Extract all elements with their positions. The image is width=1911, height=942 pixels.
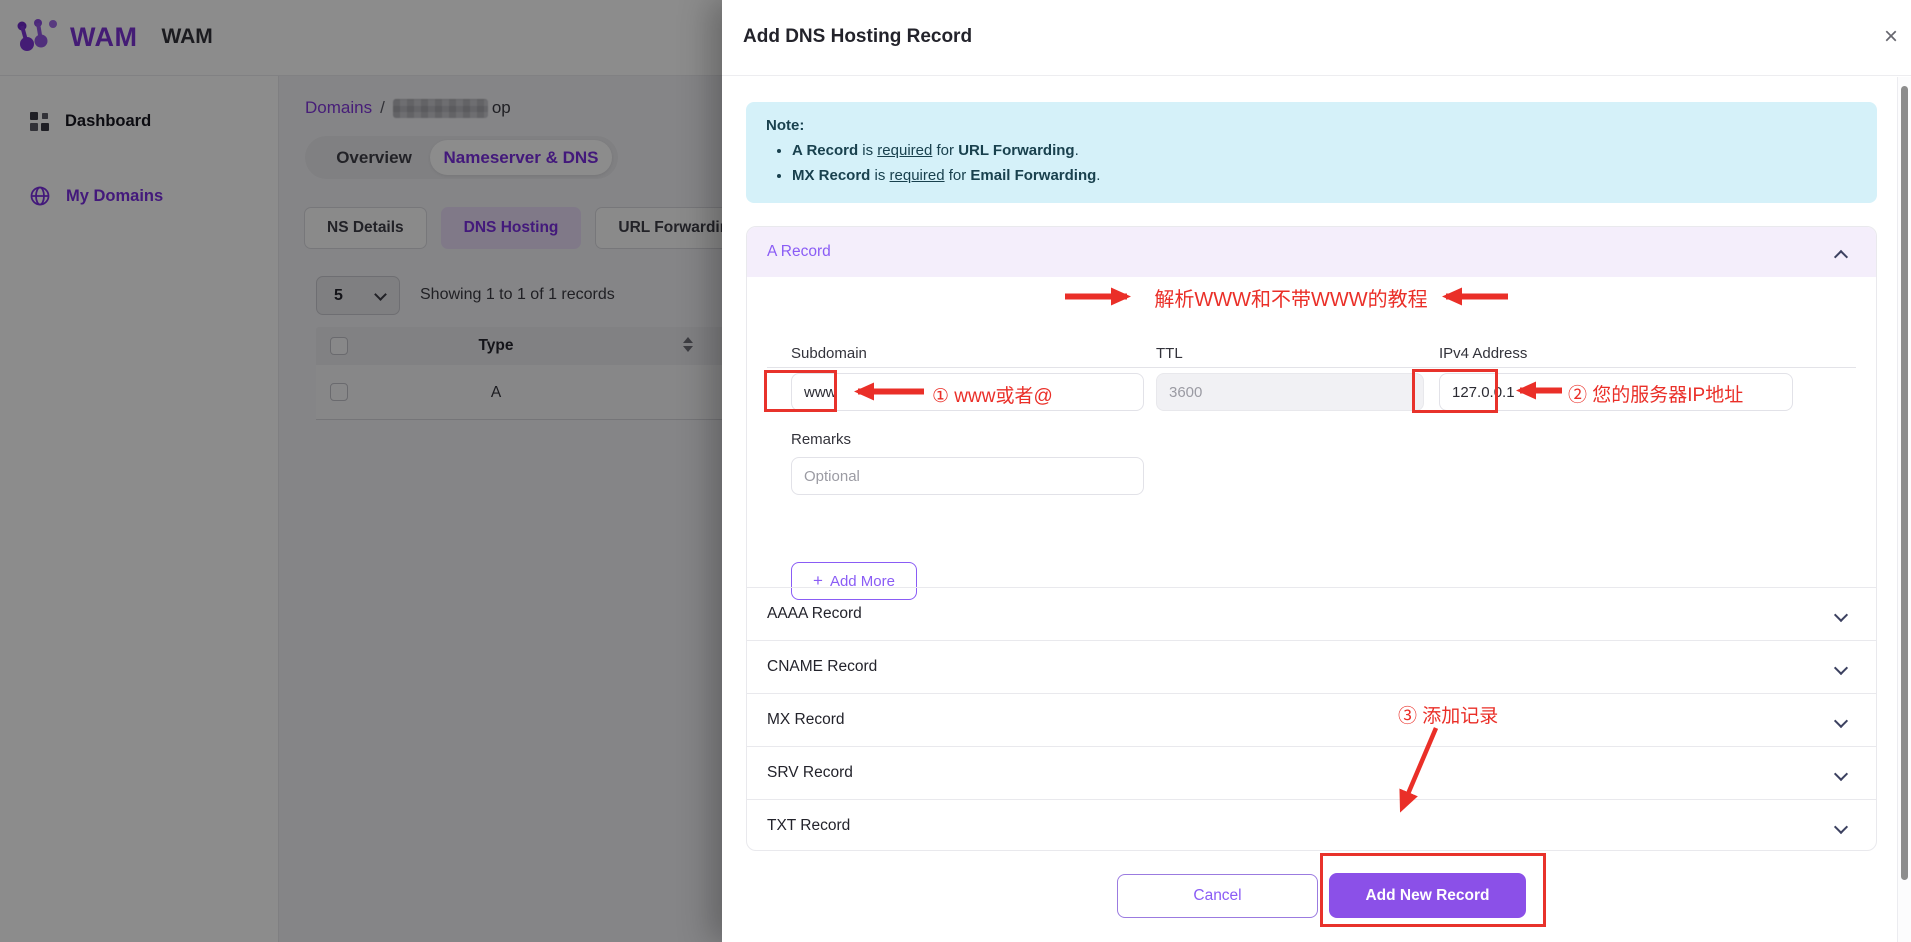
section-label: A Record [767,243,831,260]
annotation-step3: ③ 添加记录 [1398,706,1499,727]
annotation-tutorial: 解析WWW和不带WWW的教程 [1154,289,1428,311]
add-more-button[interactable]: + Add More [791,562,917,600]
modal-title: Add DNS Hosting Record [743,26,973,47]
sidebar-item-label: Dashboard [65,112,152,130]
logo-text: WAM [70,21,138,52]
wam-molecule-icon [17,19,57,51]
add-dns-record-modal: Add DNS Hosting Record × Note: A Record … [722,0,1911,942]
accordion-srv-record: SRV Record [747,746,1876,799]
accordion-a-record[interactable]: A Record [747,227,1876,277]
accordion-aaaa-record: AAAA Record [747,587,1876,640]
section-label: TXT Record [767,817,851,834]
select-all-checkbox[interactable] [330,337,348,355]
chevron-down-icon [1833,766,1849,782]
breadcrumb-domains-link[interactable]: Domains [305,98,373,117]
tab-group: Overview Nameserver & DNS [305,136,618,179]
logo[interactable]: WAM WAM [14,14,213,60]
a-record-body: Subdomain TTL IPv4 Address Remarks + Add… [747,277,1876,600]
note-label: Note: [766,117,805,134]
subtab-dns-hosting[interactable]: DNS Hosting [440,207,582,249]
blurred-domain-name [392,98,488,118]
breadcrumb-domain-suffix: op [491,98,511,117]
sort-arrows-icon[interactable] [683,337,693,352]
tab-nameserver-dns[interactable]: Nameserver & DNS [430,140,612,175]
add-more-label: Add More [829,572,895,590]
scrollbar-thumb[interactable] [1901,86,1908,880]
section-label: SRV Record [767,764,853,781]
note-bullet: MX Record is required for Email Forwardi… [792,165,1857,187]
subtab-ns-details[interactable]: NS Details [304,207,427,249]
plus-icon: + [813,571,823,590]
accordion-txt-record-header[interactable]: TXT Record [747,800,1876,852]
accordion-mx-record-header[interactable]: MX Record [747,694,1876,746]
remarks-label: Remarks [791,431,852,448]
cell-type: A [490,384,502,401]
sidebar: Dashboard My Domains [0,76,279,942]
chevron-up-icon [1833,249,1849,265]
chevron-down-icon [1833,713,1849,729]
section-label: AAAA Record [767,605,862,622]
chevron-down-icon [1833,607,1849,623]
app-name: WAM [161,25,213,48]
ipv4-input[interactable] [1439,373,1793,411]
section-label: MX Record [767,711,845,728]
column-header-type: Type [478,337,514,354]
annotation-step2: ② 您的服务器IP地址 [1568,385,1744,406]
modal-header: Add DNS Hosting Record × [722,0,1911,76]
chevron-down-icon [1833,819,1849,835]
subdomain-label: Subdomain [791,345,867,362]
accordion-mx-record: MX Record [747,693,1876,746]
remarks-input[interactable] [791,457,1144,495]
tab-overview[interactable]: Overview [336,147,412,167]
sidebar-item-label: My Domains [66,186,164,205]
modal-footer: Cancel Add New Record [722,851,1911,942]
ipv4-label: IPv4 Address [1439,345,1528,362]
accordion-srv-record-header[interactable]: SRV Record [747,747,1876,799]
breadcrumb: Domains / op [305,98,511,118]
add-new-record-button[interactable]: Add New Record [1329,873,1526,918]
note-bullet: A Record is required for URL Forwarding. [792,140,1857,162]
record-accordion-card: A Record Subdomain TTL IPv4 Address Rema… [746,226,1877,851]
sidebar-item-my-domains[interactable]: My Domains [30,186,163,206]
records-count-text: Showing 1 to 1 of 1 records [420,286,615,303]
row-checkbox[interactable] [330,383,348,401]
accordion-txt-record: TXT Record [747,799,1876,852]
page-size-select[interactable]: 5 [316,276,400,315]
annotation-step1: ① www或者@ [932,386,1053,407]
dashboard-grid-icon [30,112,49,131]
page-size-value: 5 [334,286,343,304]
accordion-cname-record-header[interactable]: CNAME Record [747,641,1876,693]
subtab-group: NS Details DNS Hosting URL Forwarding [304,207,762,249]
note-list: A Record is required for URL Forwarding.… [792,140,1857,187]
cancel-button[interactable]: Cancel [1117,874,1318,918]
close-icon[interactable]: × [1883,23,1898,50]
section-label: CNAME Record [767,658,878,675]
accordion-cname-record: CNAME Record [747,640,1876,693]
breadcrumb-separator: / [380,98,385,117]
ttl-label: TTL [1156,345,1183,362]
accordion-aaaa-record-header[interactable]: AAAA Record [747,588,1876,640]
sidebar-item-dashboard[interactable]: Dashboard [30,112,151,131]
subdomain-input[interactable] [791,373,1144,411]
ttl-input[interactable] [1156,373,1424,411]
note-box: Note: A Record is required for URL Forwa… [746,102,1877,203]
chevron-down-icon [1833,660,1849,676]
globe-icon [30,186,50,206]
divider [767,367,1856,368]
modal-scrollbar [1897,77,1911,942]
